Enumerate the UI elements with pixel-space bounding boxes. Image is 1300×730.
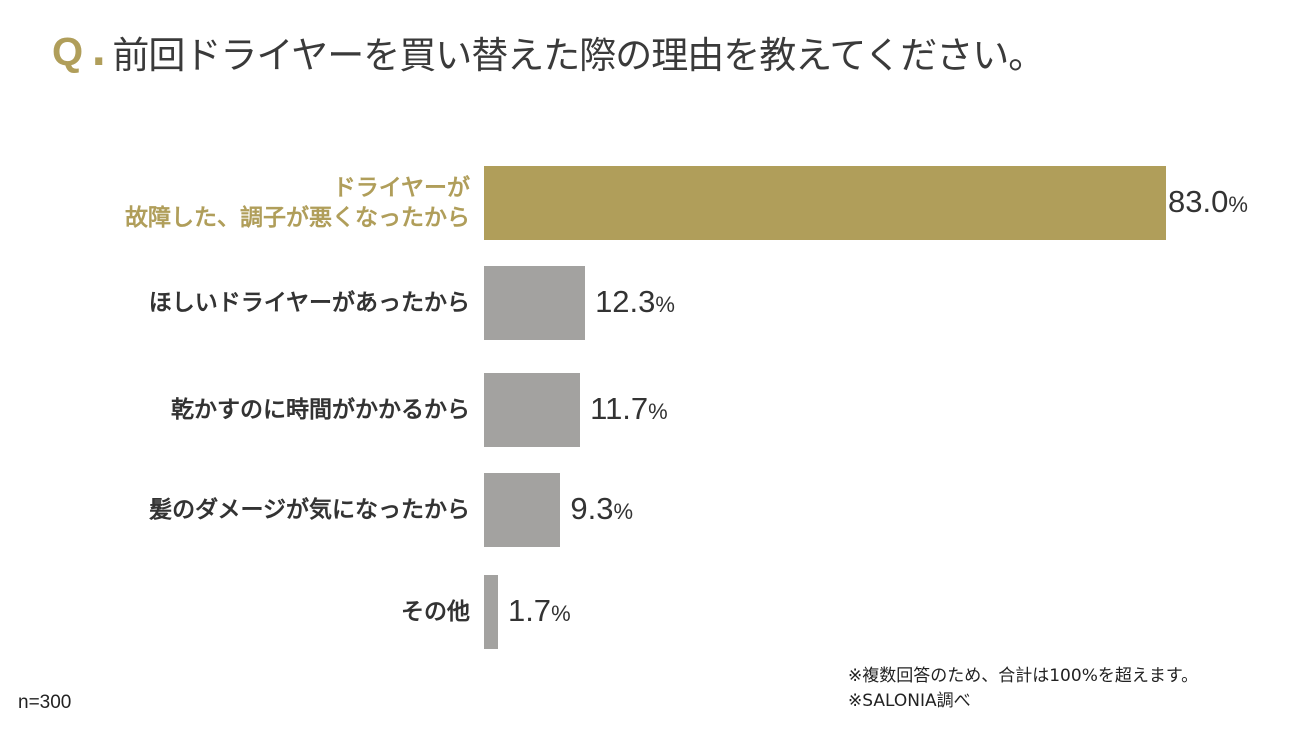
category-label: ほしいドライヤーがあったから: [148, 290, 470, 316]
percent-unit: %: [655, 292, 675, 317]
sample-size: n=300: [18, 692, 72, 713]
bar: [484, 266, 586, 340]
bar: [484, 166, 1166, 240]
category-label: その他: [401, 599, 470, 625]
value-number: 11.7: [590, 391, 649, 426]
percent-unit: %: [648, 399, 668, 424]
footnotes: ※複数回答のため、合計は100%を超えます。 ※SALONIA調べ: [848, 664, 1198, 714]
question-dot: .: [91, 29, 107, 75]
category-label: ドライヤーが 故障した、調子が悪くなったから: [125, 175, 470, 231]
value-label: 9.3%: [570, 491, 633, 527]
question-text: 前回ドライヤーを買い替えた際の理由を教えてください。: [112, 34, 1045, 77]
value-number: 83.0: [1168, 184, 1229, 219]
bar: [484, 473, 561, 547]
value-number: 9.3: [570, 491, 614, 526]
percent-unit: %: [551, 601, 571, 626]
footnote-source: ※SALONIA調べ: [848, 691, 971, 711]
bar: [484, 373, 581, 447]
value-label: 12.3%: [595, 284, 675, 320]
question-mark-prefix: Q: [52, 29, 84, 74]
category-label: 乾かすのに時間がかかるから: [171, 397, 470, 423]
value-number: 1.7: [507, 593, 552, 628]
percent-unit: %: [613, 499, 634, 524]
value-label: 11.7%: [590, 391, 668, 427]
category-label: 髪のダメージが気になったから: [149, 497, 470, 523]
value-number: 12.3: [595, 284, 656, 319]
bar: [484, 575, 498, 649]
chart-title: Q . 前回ドライヤーを買い替えた際の理由を教えてください。: [52, 22, 1045, 82]
footnote-multiple-answers: ※複数回答のため、合計は100%を超えます。: [848, 666, 1199, 686]
percent-unit: %: [1228, 192, 1248, 217]
value-label: 1.7%: [508, 593, 571, 629]
value-label: 83.0%: [1168, 184, 1248, 220]
